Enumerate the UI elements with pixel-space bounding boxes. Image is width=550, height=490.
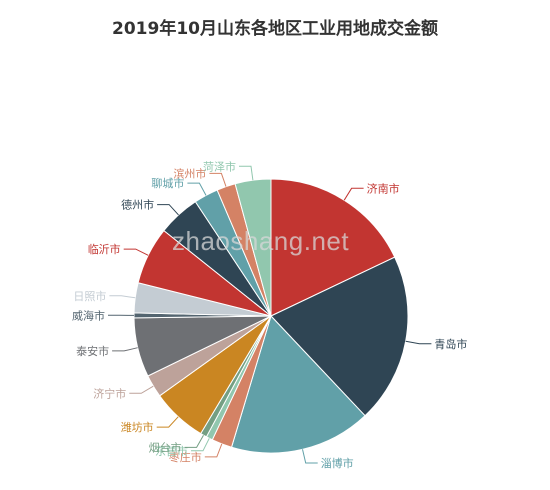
leader-line-10 [109,295,136,299]
leader-line-11 [123,248,149,256]
slice-label-8: 泰安市 [76,344,109,358]
leader-line-6 [156,416,179,428]
slice-label-5: 烟台市 [149,440,182,454]
leader-line-14 [209,172,227,187]
pie-slices [133,178,409,454]
leader-line-1 [405,340,432,345]
leader-line-15 [239,165,254,181]
pie-slice-2[interactable] [230,315,366,454]
leader-line-8 [112,347,138,352]
slice-label-1: 青岛市 [434,337,467,351]
slice-label-3: 枣庄市 [169,450,202,464]
leader-line-13 [187,182,207,196]
leader-line-7 [129,385,154,394]
slice-label-12: 德州市 [121,198,154,212]
leader-line-12 [157,204,179,216]
leader-line-5 [184,434,204,448]
slice-label-11: 临沂市 [88,242,121,256]
leader-line-3 [204,443,223,458]
leader-line-2 [302,449,318,464]
slice-label-6: 潍坊市 [121,420,154,434]
chart-title: 2019年10月山东各地区工业用地成交金额 [112,19,438,39]
leader-line-4 [191,438,210,452]
slice-label-4: 东营市 [155,444,188,458]
slice-label-15: 菏泽市 [203,159,236,173]
slice-label-14: 滨州市 [173,166,206,180]
slice-label-9: 威海市 [72,308,105,322]
slice-label-7: 济宁市 [93,386,126,400]
slice-label-13: 聊城市 [151,176,184,190]
pie-slice-1[interactable] [270,256,409,417]
leader-line-0 [343,187,364,201]
slice-label-2: 淄博市 [321,456,354,470]
slice-label-10: 日照市 [73,289,106,303]
slice-label-0: 济南市 [367,181,400,195]
watermark: zhaoshang.net [172,226,350,256]
